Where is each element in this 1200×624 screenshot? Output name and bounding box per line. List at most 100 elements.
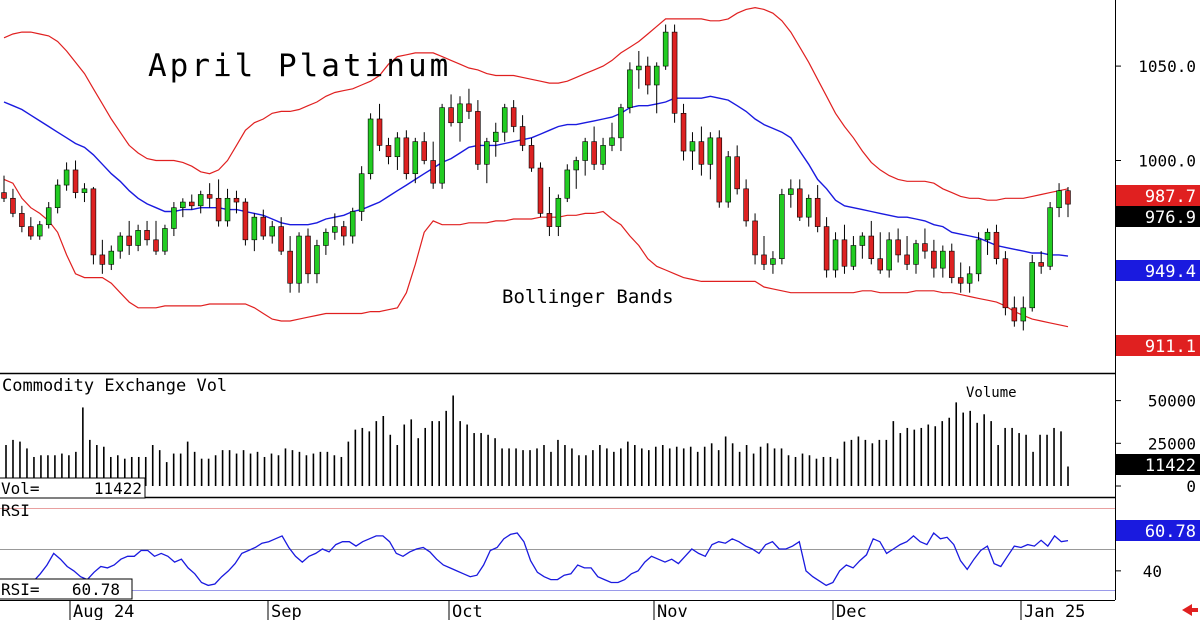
candle <box>1047 202 1053 271</box>
candle <box>341 220 347 246</box>
candle-body <box>1038 262 1044 267</box>
candle <box>126 220 132 255</box>
candle-body <box>332 226 338 233</box>
candle <box>403 130 410 180</box>
candle-body <box>493 131 499 142</box>
candle <box>600 137 606 170</box>
candle-body <box>1056 190 1062 209</box>
candle-body <box>993 231 1000 260</box>
candle-body <box>528 145 535 169</box>
candle-body <box>63 169 70 186</box>
candle <box>421 132 427 165</box>
candle-body <box>215 197 222 222</box>
candle-body <box>457 103 463 124</box>
rsi-readout-value: 60.78 <box>72 580 120 599</box>
candle <box>394 132 401 170</box>
candle-body <box>886 239 892 271</box>
candle-body <box>725 156 731 203</box>
candle-body <box>117 235 123 252</box>
candle-body <box>859 235 866 246</box>
candle-body <box>90 188 97 256</box>
candle-body <box>519 126 526 146</box>
candle-body <box>797 188 803 218</box>
candle-body <box>555 197 562 227</box>
candle-body <box>770 258 776 265</box>
candle <box>886 232 892 278</box>
candle-body <box>475 111 481 165</box>
candle <box>251 213 258 252</box>
volume-y-axis: 0 25000 50000 <box>1115 392 1196 496</box>
candle <box>189 194 195 210</box>
candle <box>314 239 320 284</box>
scroll-arrow-icon[interactable] <box>1182 604 1198 616</box>
candle-body <box>10 197 16 214</box>
candle-body <box>260 216 267 237</box>
month-label: Jan 25 <box>1024 602 1085 620</box>
candle <box>358 166 365 221</box>
candle <box>993 224 1000 265</box>
rsi-line <box>0 531 1069 594</box>
candle <box>797 179 803 221</box>
candle <box>242 198 249 246</box>
candle <box>37 220 43 240</box>
candle <box>546 186 553 237</box>
candle <box>984 228 991 255</box>
candle-body <box>940 250 946 269</box>
candle-body <box>81 188 88 193</box>
candle <box>215 179 222 227</box>
candle-body <box>761 254 767 265</box>
candle-body <box>153 239 159 252</box>
candle-body <box>788 188 794 195</box>
candle <box>618 103 624 152</box>
candle <box>81 183 88 203</box>
candle-body <box>99 254 106 265</box>
last-price-tag <box>1116 206 1200 227</box>
candle <box>448 94 454 127</box>
candle <box>269 220 275 244</box>
candle-body <box>627 69 633 108</box>
candle-body <box>707 137 714 165</box>
candle-body <box>45 207 52 226</box>
candle-body <box>144 230 150 241</box>
candle-body <box>1065 190 1071 205</box>
candle-body <box>466 103 472 112</box>
candle <box>966 266 973 293</box>
candle-body <box>1047 207 1053 267</box>
candle <box>609 122 615 152</box>
price-tick-label: 1000.0 <box>1138 152 1196 171</box>
volume-panel-title: Commodity Exchange Vol <box>2 376 227 396</box>
candle-body <box>269 226 275 237</box>
candle-body <box>421 141 427 161</box>
candle <box>197 190 204 214</box>
candle <box>814 185 821 233</box>
volume-tag <box>1116 454 1200 475</box>
candle-body <box>1002 258 1009 309</box>
candle-body <box>823 226 830 271</box>
candle-body <box>510 107 517 127</box>
candle <box>1065 186 1071 218</box>
candle <box>493 122 499 157</box>
candle-body <box>341 226 347 237</box>
candle <box>332 213 338 240</box>
candle-body <box>1020 307 1027 322</box>
candle <box>1020 296 1027 331</box>
candle <box>850 236 857 271</box>
candle <box>54 179 61 214</box>
candle-body <box>224 197 231 222</box>
candle <box>555 194 562 237</box>
candle <box>412 137 419 184</box>
candle <box>627 62 633 114</box>
volume-series-label: Volume <box>966 385 1017 401</box>
candle-body <box>653 65 660 86</box>
candle <box>367 113 374 180</box>
candle <box>752 213 758 265</box>
candle <box>895 228 901 263</box>
candle <box>1011 296 1018 327</box>
candle <box>689 132 696 170</box>
candle-body <box>28 226 34 237</box>
candle-body <box>314 245 320 275</box>
candle-body <box>197 194 204 207</box>
lower-band-tag <box>1116 335 1200 356</box>
moving-average-tag-value: 949.4 <box>1145 262 1196 282</box>
candle <box>430 141 436 189</box>
